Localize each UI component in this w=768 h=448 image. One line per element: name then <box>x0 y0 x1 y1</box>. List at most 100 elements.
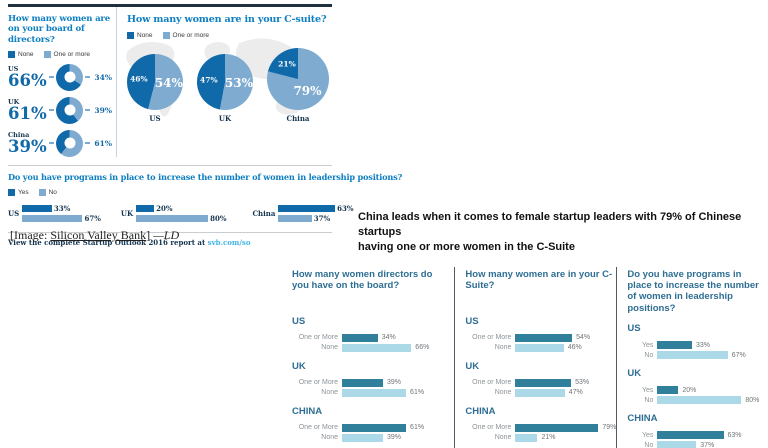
top-rule <box>8 4 332 7</box>
bar-row: 63% <box>278 203 354 213</box>
legend-item-none: None <box>8 50 34 58</box>
connector-line <box>49 76 55 79</box>
program-bar-group: US 33% 67% <box>8 204 101 224</box>
connector-line <box>85 76 91 79</box>
programs-chart-section: Do you have programs in place to increas… <box>8 166 402 233</box>
legend-swatch-light-icon <box>162 31 170 39</box>
bar-value-label: 63% <box>337 203 354 213</box>
donut-hole <box>64 104 76 116</box>
primary-bar <box>657 386 679 395</box>
bar-row: 20% <box>136 204 226 213</box>
series-label: Yes <box>641 431 654 439</box>
series-label: Yes <box>641 341 654 349</box>
country-label: UK <box>218 113 232 123</box>
panel-title-line2: having one or more women in the C-Suite <box>358 240 575 253</box>
series-label: None <box>494 434 512 442</box>
secondary-bar <box>515 343 564 352</box>
panel-chart-body: US One or More 34% None 66% UK One or More 39% N… <box>292 316 450 442</box>
bar-value-label: 20% <box>682 386 697 394</box>
svb-infographic: How many women are on your board of dire… <box>8 4 402 247</box>
one-or-more-percent-value: 34% <box>94 72 112 82</box>
legend-swatch-light-icon <box>43 50 51 58</box>
legend-label: One or more <box>53 50 91 58</box>
bar-row: One or More 34% <box>292 333 450 342</box>
pie-none-label: 47% <box>200 75 218 85</box>
series-label: None <box>321 434 338 442</box>
board-row-labels: US 66% <box>8 65 47 90</box>
bar-row: No 67% <box>627 351 766 360</box>
bar-value-label: 67% <box>84 213 101 223</box>
legend-label: No <box>48 188 57 196</box>
bar-value-label: 79% <box>602 424 617 432</box>
series-label: None <box>321 389 338 397</box>
panel-chart-body: US Yes 33% No 67% UK Yes 20% No 80% CHINA Yes 63% No 3… <box>627 323 766 448</box>
bar-value-label: 37% <box>700 441 715 448</box>
connector-line <box>49 109 55 112</box>
bar-value-label: 33% <box>696 341 711 349</box>
bar-row: Yes 33% <box>627 341 766 350</box>
board-row-labels: China 39% <box>8 131 47 156</box>
bar-value-label: 21% <box>541 434 556 442</box>
legend-label: None <box>18 50 34 58</box>
board-chart-section: How many women are on your board of dire… <box>8 7 117 157</box>
primary-bar <box>515 333 573 342</box>
none-percent-value: 61% <box>8 104 47 124</box>
panel-chart-title: How many women directors do you have on … <box>292 268 433 291</box>
country-label: UK <box>8 98 20 107</box>
bar-value-label: 53% <box>575 379 590 387</box>
bar-row: None 61% <box>292 388 450 397</box>
pie-chart: 79% 21% <box>267 47 329 110</box>
series-label: One or More <box>298 379 338 387</box>
none-percent-value: 39% <box>8 137 47 157</box>
panel-chart-title: Do you have programs in place to increas… <box>627 268 759 314</box>
infographic-upper-row: How many women are on your board of dire… <box>8 7 332 166</box>
panel-columns: How many women directors do you have on … <box>292 266 766 448</box>
legend-swatch-dark-icon <box>8 188 15 196</box>
country-heading: US <box>627 323 641 335</box>
country-heading: US <box>292 315 306 327</box>
country-label: China <box>8 131 30 140</box>
bar-row: Yes 20% <box>627 386 766 395</box>
series-label: One or More <box>298 334 338 342</box>
yes-bar <box>278 204 336 212</box>
caption-source-link[interactable]: Silicon Valley Bank <box>50 228 147 242</box>
secondary-bar <box>657 396 742 405</box>
country-heading: UK <box>627 368 642 380</box>
secondary-bar <box>657 351 728 360</box>
bar-rows: 63% 37% <box>278 203 354 224</box>
primary-bar <box>657 431 724 440</box>
bar-row: None 47% <box>465 388 616 397</box>
bar-value-label: 39% <box>386 434 401 442</box>
bar-row: One or More 54% <box>465 333 616 342</box>
pie-chart: 53% 47% <box>197 53 253 110</box>
program-bar-group: UK 20% 80% <box>121 204 227 224</box>
bar-value-label: 47% <box>568 389 583 397</box>
pie-chart-block: 53% 47% UK <box>197 53 253 123</box>
panel-chart-programs: Do you have programs in place to increas… <box>616 266 766 448</box>
legend-item-yes: Yes <box>8 188 29 196</box>
bar-row: 33% <box>22 204 101 213</box>
bar-value-label: 61% <box>410 424 425 432</box>
board-donut-row: UK 61% 39% <box>8 96 112 124</box>
connector-line <box>85 142 91 145</box>
bar-row: One or More 53% <box>465 378 616 387</box>
legend-item-no: No <box>38 188 57 196</box>
primary-bar <box>515 423 599 432</box>
csuite-pies: 54% 46% US 53% 47% UK 79% 21% China <box>127 47 332 123</box>
board-donut-rows: US 66% 34% UK 61% 39% China 39% 61% <box>8 63 112 157</box>
no-bar <box>136 214 209 222</box>
country-label: US <box>149 113 161 123</box>
bar-value-label: 37% <box>313 213 331 223</box>
connector-line <box>49 142 55 145</box>
pie-one-or-more-label: 79% <box>293 83 322 98</box>
bar-row: 67% <box>22 214 101 223</box>
bar-value-label: 67% <box>731 351 746 359</box>
primary-bar <box>657 341 693 350</box>
bar-value-label: 34% <box>381 334 396 342</box>
bar-row: One or More 61% <box>292 423 450 432</box>
bar-value-label: 33% <box>53 203 71 213</box>
pie-chart-block: 54% 46% US <box>127 53 183 123</box>
donut-hole <box>64 71 76 83</box>
no-bar <box>278 214 312 222</box>
report-link[interactable]: svb.com/so <box>207 237 251 247</box>
